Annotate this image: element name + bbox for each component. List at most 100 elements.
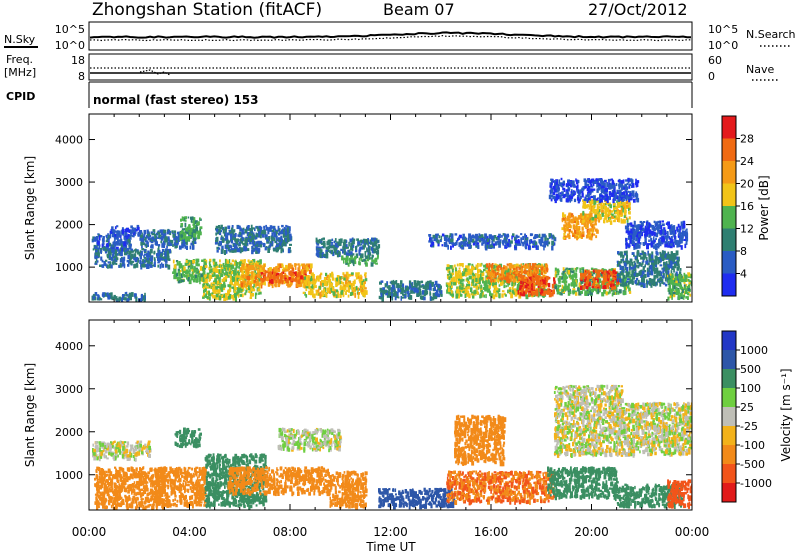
power-cell [478, 235, 482, 239]
power-cell [211, 292, 214, 295]
power-cell [268, 227, 272, 232]
power-cell [143, 256, 147, 259]
power-cell [205, 278, 208, 284]
power-cell [260, 278, 262, 281]
power-cell [471, 238, 475, 243]
power-cell [136, 226, 140, 231]
power-cell [430, 244, 433, 247]
power-cell [212, 287, 215, 291]
power-cell [550, 233, 553, 238]
power-cell [92, 248, 95, 251]
power-cell [144, 237, 147, 241]
power-cell [578, 230, 582, 236]
power-cell [177, 235, 181, 238]
power-cell [236, 248, 240, 253]
power-cell [116, 233, 119, 238]
power-cell [124, 235, 127, 241]
power-cell [110, 292, 113, 297]
power-cell [320, 239, 323, 244]
power-cell [546, 240, 549, 246]
power-cell [275, 229, 279, 233]
power-cell [461, 236, 465, 240]
power-cell [265, 226, 269, 231]
power-cell [351, 253, 355, 256]
power-cell [453, 282, 457, 286]
power-cell [181, 238, 184, 241]
power-cell [581, 231, 585, 236]
power-cell [574, 234, 578, 239]
power-cell [529, 290, 531, 293]
power-cell [497, 237, 500, 241]
power-cell [139, 254, 142, 260]
power-cell [193, 224, 196, 229]
power-cell [509, 267, 512, 271]
power-cell [517, 284, 521, 289]
power-cell [105, 234, 108, 238]
power-cell [307, 264, 311, 269]
power-cell [172, 244, 174, 247]
power-cell [190, 217, 193, 223]
power-cell [253, 279, 257, 283]
power-cell [176, 244, 178, 248]
power-cell [316, 275, 320, 280]
power-cell [278, 231, 282, 235]
power-cell [111, 249, 113, 253]
freq-tick-top: 18 [71, 54, 85, 67]
power-cell [555, 270, 557, 276]
power-cell [620, 219, 624, 224]
power-cell [581, 285, 584, 289]
power-cell [224, 292, 228, 298]
power-cell [462, 290, 465, 293]
power-cell [457, 270, 460, 276]
power-cell [330, 241, 334, 244]
power-cell [100, 298, 103, 301]
power-cell [570, 270, 573, 273]
power-cell [472, 281, 474, 286]
power-cell [473, 285, 476, 288]
power-cell [166, 245, 168, 249]
power-cell [596, 203, 599, 209]
power-cell [560, 276, 562, 279]
power-cell [267, 247, 270, 250]
power-cell [355, 246, 357, 250]
power-cell [468, 240, 471, 244]
power-cell [201, 259, 204, 262]
power-cell [103, 263, 107, 266]
power-cell [542, 244, 545, 247]
power-cell [219, 274, 222, 279]
power-cell [281, 272, 283, 275]
power-cell [575, 279, 577, 284]
power-cell [610, 271, 613, 275]
power-cell [227, 267, 229, 271]
power-cell [265, 224, 267, 227]
power-cell [563, 227, 565, 232]
power-cell [488, 240, 491, 244]
power-cell [225, 249, 228, 253]
power-cell [267, 272, 271, 275]
power-cell [454, 233, 458, 236]
power-cell [221, 227, 225, 231]
power-cell [520, 263, 523, 269]
power-cell [141, 232, 143, 237]
power-cell [218, 264, 221, 268]
power-cell [160, 253, 163, 258]
power-cell [184, 245, 187, 249]
power-cell [569, 224, 572, 228]
power-cell [175, 242, 179, 246]
power-cell [266, 241, 269, 244]
power-cell [139, 237, 143, 241]
power-cell [325, 280, 328, 286]
power-cell [214, 275, 217, 280]
power-cell [345, 276, 349, 281]
power-cell [176, 277, 180, 281]
power-cell [97, 241, 100, 245]
power-cell [106, 253, 110, 259]
power-cell [260, 283, 263, 289]
power-cell [576, 219, 579, 222]
power-cell [439, 239, 442, 243]
power-cell [471, 278, 475, 284]
power-cell [456, 288, 459, 294]
power-cell [272, 274, 275, 279]
power-cell [571, 213, 574, 218]
power-cell [323, 281, 326, 284]
